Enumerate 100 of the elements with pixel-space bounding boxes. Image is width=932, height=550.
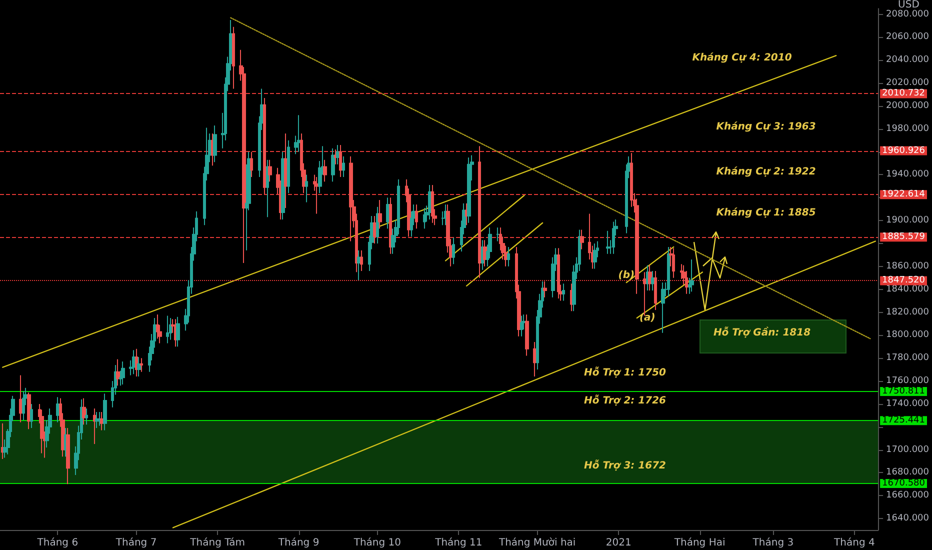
candlestick (287, 140, 290, 194)
y-tick-label: 2080.000 (886, 9, 930, 20)
candlestick (140, 358, 143, 372)
candlestick (98, 411, 101, 426)
x-tick-label: Tháng 11 (434, 538, 482, 548)
candlestick (103, 393, 107, 431)
candlestick (357, 250, 361, 281)
y-tick-label: 1640.000 (886, 514, 930, 524)
ref-line-label: 1960.926 (882, 146, 926, 156)
candlestick (483, 240, 487, 267)
candlestick (82, 398, 86, 426)
candlestick (612, 221, 615, 254)
candlestick (100, 411, 104, 431)
candlestick (85, 408, 88, 426)
x-tick-label: Tháng 7 (114, 538, 157, 548)
annotation: (b) (618, 270, 635, 282)
candlestick (213, 124, 217, 163)
candlestick (22, 390, 25, 420)
y-tick-label: 2020.000 (886, 78, 930, 88)
candlestick (606, 230, 610, 254)
candlestick (389, 197, 392, 254)
candlestick (166, 315, 169, 344)
candlestick (525, 314, 529, 356)
x-tick-label: Tháng 10 (352, 538, 402, 548)
annotation: Kháng Cự 3: 1963 (716, 122, 816, 132)
x-tick-label: Tháng Tám (189, 538, 245, 548)
candlestick (376, 206, 379, 244)
y-tick-label: 2040.000 (886, 55, 930, 66)
y-tick-label: 2000.000 (886, 100, 930, 111)
candlestick (520, 315, 523, 337)
candlestick (30, 403, 33, 429)
candlestick (135, 348, 138, 377)
candlestick (452, 237, 455, 265)
candlestick (266, 159, 269, 218)
x-tick-label: Tháng 4 (833, 538, 875, 548)
candlestick (507, 246, 510, 267)
candlestick (95, 411, 99, 429)
candlestick (360, 250, 363, 272)
candlestick (116, 358, 120, 386)
candlestick (580, 229, 584, 250)
ref-line-label: 1847.520 (882, 276, 926, 286)
candlestick (284, 132, 287, 208)
y-tick-label: 1680.000 (886, 468, 930, 478)
candlestick (648, 264, 652, 291)
candlestick (661, 282, 665, 334)
x-tick-label: Tháng Mười hai (498, 538, 576, 548)
candlestick (169, 317, 172, 340)
x-tick-label: 2021 (606, 538, 632, 548)
candlestick (27, 392, 31, 430)
y-tick-label: 1840.000 (886, 284, 930, 294)
ref-line-label: 1750.811 (882, 386, 926, 397)
y-axis-title: USD (898, 0, 920, 10)
candlestick (336, 144, 340, 165)
annotation: Kháng Cự 4: 2010 (692, 52, 792, 64)
candlestick (263, 97, 266, 195)
candlestick (467, 157, 471, 224)
y-tick-label: 1900.000 (886, 216, 930, 226)
candlestick (431, 184, 434, 224)
y-tick-label: 1860.000 (886, 261, 930, 272)
candlestick (137, 356, 141, 377)
candlestick (496, 226, 500, 242)
x-tick-label: Tháng 3 (752, 538, 794, 548)
candlestick (315, 176, 319, 214)
candlestick (378, 199, 382, 230)
annotation: Kháng Cự 2: 1922 (716, 166, 816, 178)
candlestick (66, 428, 70, 485)
y-tick-label: 1740.000 (886, 398, 930, 409)
candlestick (156, 314, 159, 340)
candlestick (323, 159, 327, 182)
candlestick (250, 151, 253, 178)
y-tick-label: 1660.000 (886, 490, 930, 501)
candlestick (297, 114, 301, 152)
candlestick (176, 316, 180, 348)
candlestick (56, 396, 59, 423)
candlestick (593, 243, 597, 270)
candlestick (331, 148, 335, 182)
annotation: Hỗ Trợ 2: 1726 (584, 394, 666, 406)
annotation: Hỗ Trợ 1: 1750 (584, 366, 666, 378)
candlestick (121, 361, 125, 385)
y-tick-label: 1780.000 (886, 353, 930, 364)
candlestick (562, 283, 565, 302)
ref-line-label: 1885.579 (882, 232, 926, 242)
y-tick-label: 1980.000 (886, 124, 930, 134)
candlestick (543, 280, 547, 298)
candlestick (478, 146, 481, 278)
candlestick (423, 207, 426, 230)
candlestick (533, 342, 536, 377)
candlestick (1, 422, 4, 460)
y-tick-label: 1700.000 (886, 444, 930, 455)
annotation: Hỗ Trợ 3: 1672 (584, 460, 666, 472)
candlestick (465, 202, 468, 226)
candlestick (132, 350, 135, 375)
annotation: Kháng Cự 1: 1885 (716, 208, 816, 218)
ref-line-label: 1670.580 (882, 478, 926, 488)
candlestick (342, 156, 345, 178)
ref-line-label: 1725.441 (882, 416, 926, 426)
candlestick (232, 26, 235, 90)
candlestick (268, 159, 272, 182)
y-tick-label: 1800.000 (886, 330, 930, 340)
x-tick-label: Tháng 6 (36, 538, 78, 548)
